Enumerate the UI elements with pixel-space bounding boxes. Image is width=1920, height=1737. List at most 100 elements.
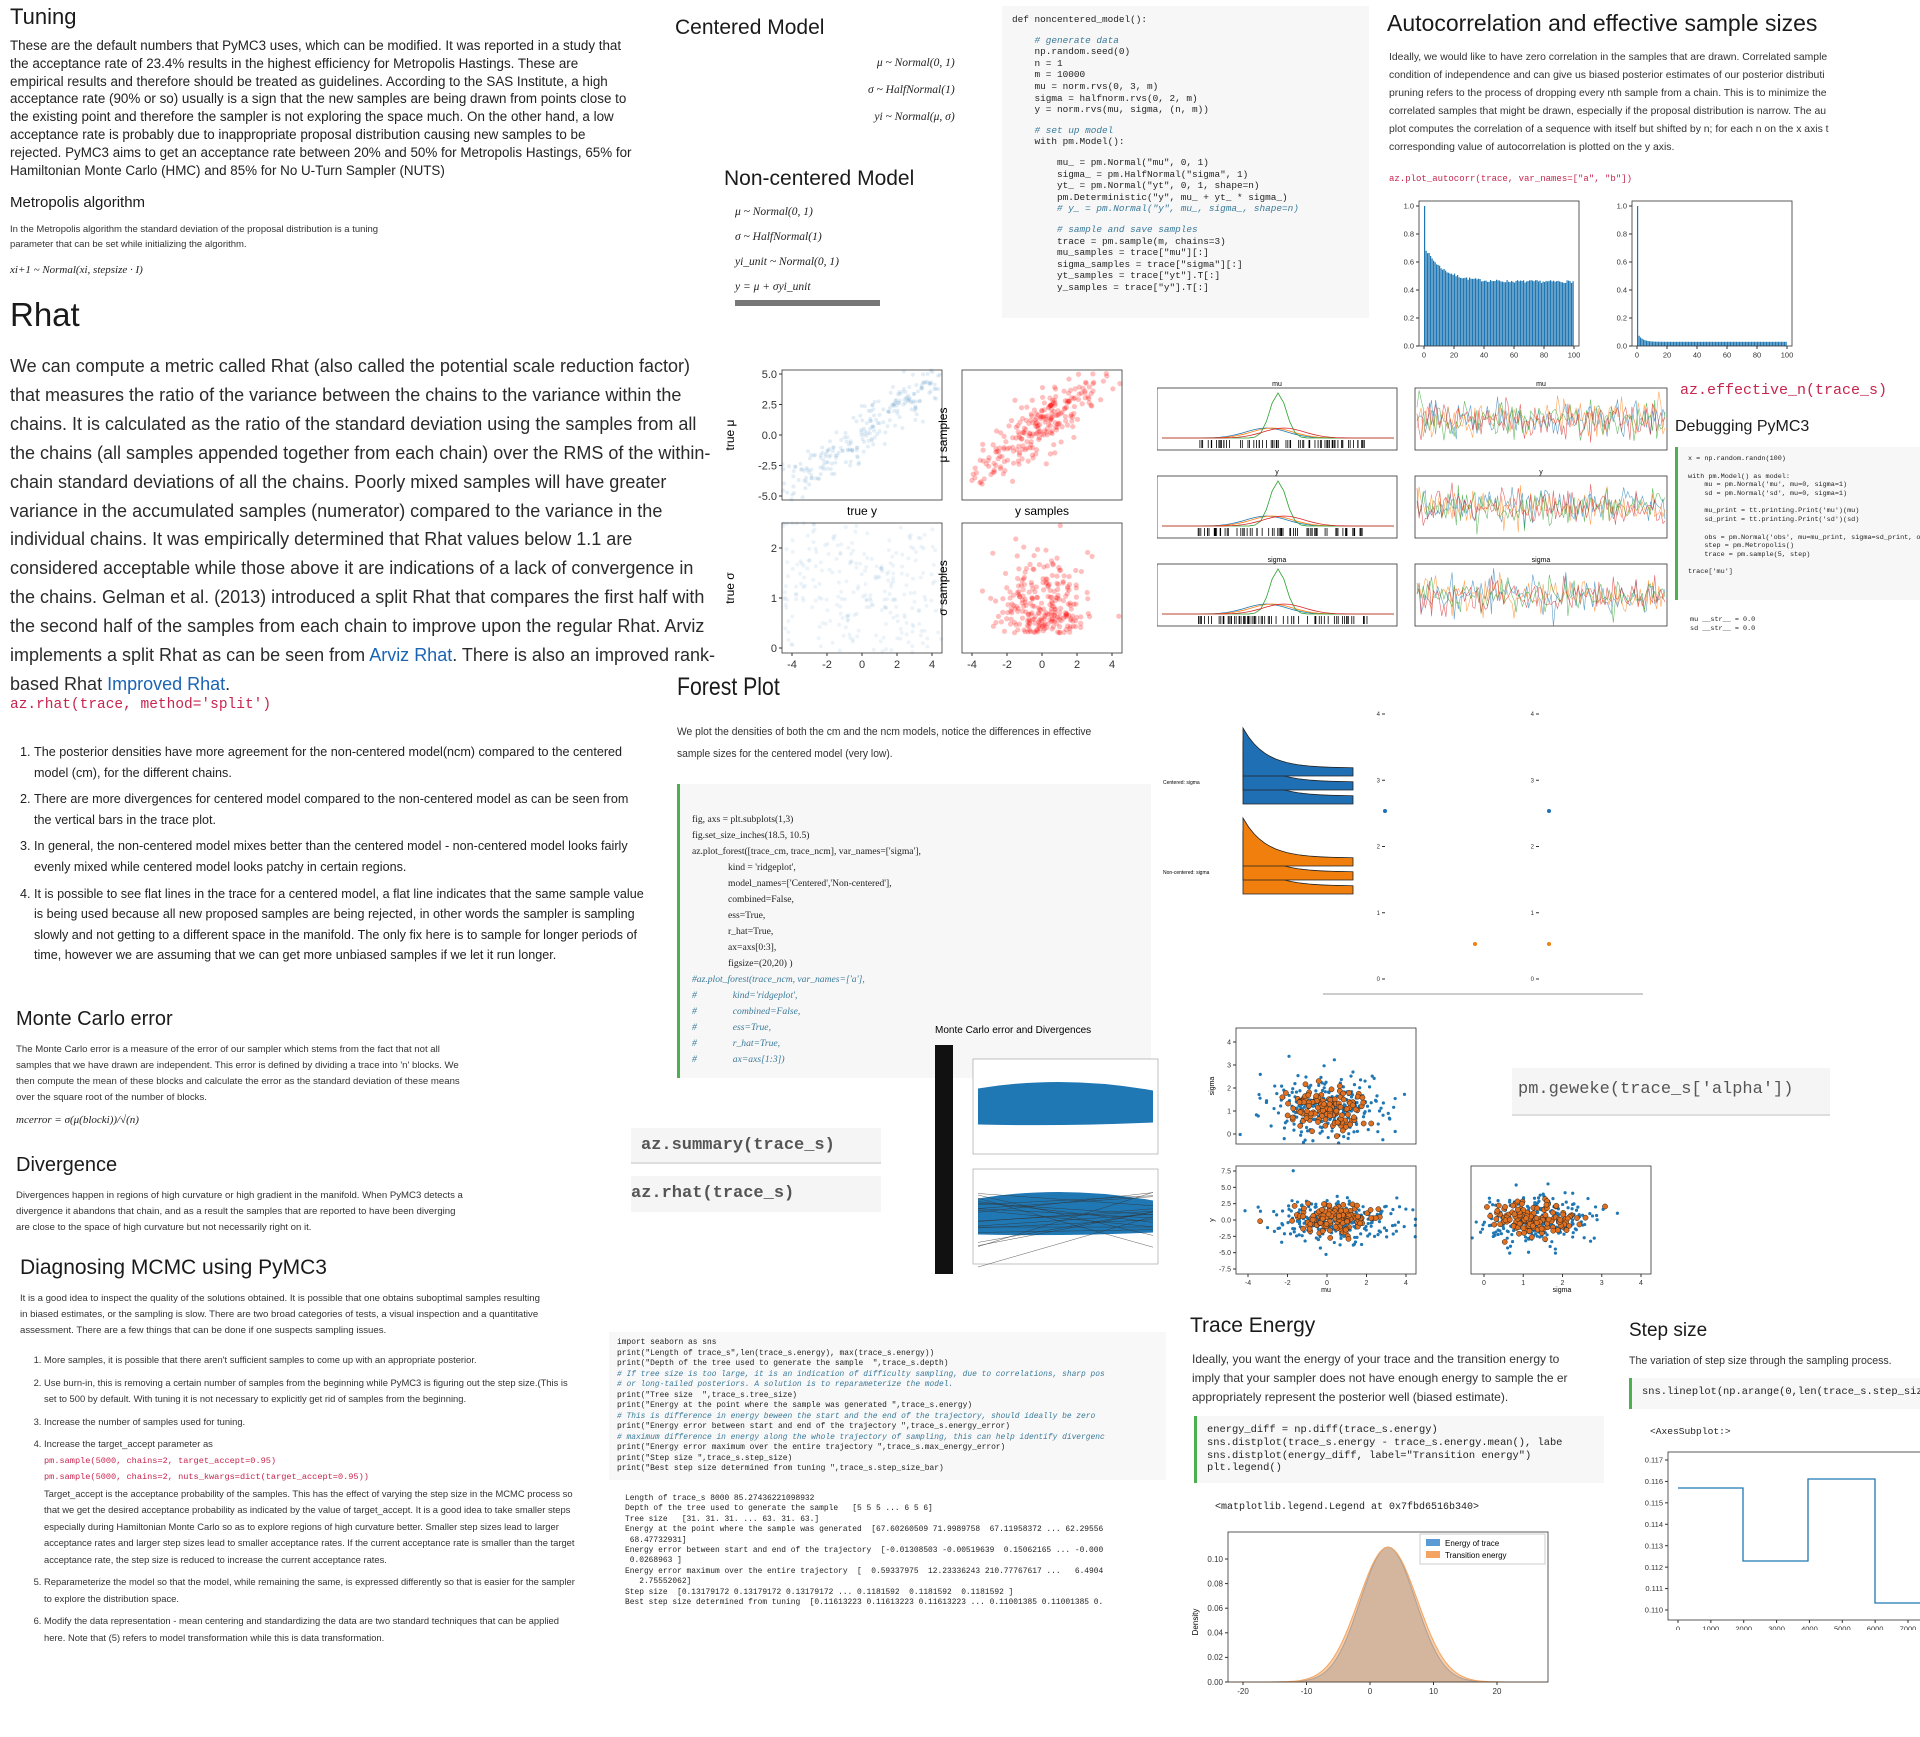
scatter-dot — [1292, 1122, 1296, 1126]
axis-label: sigma — [1553, 1287, 1572, 1294]
list-item: Reparameterize the model so that the mod… — [44, 1574, 579, 1607]
scatter-dot — [1297, 1233, 1301, 1237]
scatter-dot — [904, 396, 909, 401]
scatter-dot — [1045, 421, 1052, 428]
legend-swatch — [1426, 1551, 1440, 1558]
autocorr-bar — [1508, 281, 1510, 346]
scatter-dot — [829, 461, 834, 466]
scatter-dot — [1043, 429, 1050, 435]
autocorr-bar — [1562, 282, 1564, 346]
scatter-dot — [846, 448, 851, 453]
scatter-dot — [986, 454, 992, 461]
scatter-dot — [970, 471, 976, 477]
scatter-dot — [1370, 1074, 1374, 1078]
y-tick-label: 0.08 — [1207, 1579, 1223, 1588]
divergent-dot — [1344, 1218, 1350, 1225]
divergence-line — [977, 1213, 1154, 1227]
autocorr-bar — [1779, 341, 1781, 346]
scatter-dot — [1044, 426, 1050, 432]
line: # or long-tailed posteriors. A solution … — [617, 1380, 954, 1389]
scatter-dot — [906, 398, 911, 403]
scatter-dot — [1058, 567, 1064, 573]
scatter-dot — [1030, 420, 1036, 426]
scatter-dot — [904, 632, 909, 637]
step-line — [1678, 1478, 1920, 1604]
scatter-dot — [1010, 435, 1016, 441]
scatter-dot — [1036, 562, 1042, 568]
scatter-dot — [1034, 594, 1040, 601]
autocorr-bar — [1712, 341, 1714, 346]
scatter-dot — [869, 602, 874, 607]
line: # ax=axs[1:3]) — [692, 1054, 785, 1065]
autocorr-bar — [1641, 338, 1643, 346]
scatter-dot — [874, 417, 879, 422]
scatter-dot — [1393, 1223, 1397, 1227]
scatter-dot — [875, 432, 880, 437]
heading: Autocorrelation and effective sample siz… — [1387, 10, 1818, 36]
autocorr-bar — [1526, 281, 1528, 346]
scatter-dot — [911, 392, 916, 397]
scatter-dot — [1071, 434, 1077, 441]
scatter-dot — [916, 609, 921, 614]
scatter-dot — [875, 421, 880, 426]
scatter-dot — [1057, 616, 1063, 623]
scatter-dot — [1034, 627, 1040, 633]
scatter-dot — [1051, 612, 1057, 618]
scatter-dot — [825, 466, 830, 471]
scatter-dot — [1016, 591, 1022, 598]
scatter-dot — [865, 444, 870, 449]
scatter-dot — [1272, 1106, 1276, 1111]
scatter-dot — [1052, 606, 1059, 612]
autocorr-bar — [1671, 341, 1673, 346]
scatter-dot — [1059, 409, 1065, 416]
scatter-dot — [848, 459, 853, 464]
scatter-dot — [785, 560, 790, 565]
link[interactable]: Improved Rhat — [107, 673, 226, 694]
scatter-dot — [835, 453, 840, 458]
scatter-dot — [1066, 398, 1072, 405]
scatter-dot — [932, 395, 937, 400]
link[interactable]: Arviz Rhat — [369, 645, 453, 666]
divergent-dot — [1326, 1101, 1333, 1108]
scatter-dot — [1570, 1220, 1574, 1224]
code-line: obs = pm.Normal('obs', mu=mu_print, sigm… — [1704, 533, 1920, 542]
autocorr-bar — [1505, 282, 1507, 346]
autocorr-bar — [1683, 341, 1685, 346]
x-tick-label: 0 — [1325, 1280, 1329, 1287]
scatter-dot — [1038, 414, 1044, 420]
scatter-dot — [1044, 413, 1050, 419]
scatter-dot — [881, 635, 886, 640]
scatter-dot — [807, 456, 812, 461]
divergent-dot — [1516, 1230, 1522, 1237]
x-tick-label: 0 — [1368, 1687, 1373, 1696]
scatter-dot — [851, 415, 856, 420]
scatter-dot — [879, 566, 884, 571]
text: Increase the target_accept parameter as — [44, 1438, 213, 1449]
scatter-dot — [1033, 431, 1039, 437]
code: pm.sample(5000, chains=2, target_accept=… — [44, 1455, 277, 1466]
scatter-dot — [876, 399, 881, 404]
scatter-dot — [1381, 1101, 1385, 1105]
autocorr-bar — [1743, 341, 1745, 346]
scatter-dot — [814, 549, 819, 554]
scatter-dot — [851, 590, 856, 595]
scatter-dot — [1042, 428, 1048, 434]
trace-line — [1416, 571, 1666, 619]
scatter-dot — [1042, 612, 1048, 618]
scatter-dot — [836, 450, 841, 455]
code-line: n = 1 — [1012, 57, 1063, 69]
scatter-dot — [1536, 1210, 1540, 1214]
scatter-dot — [906, 556, 911, 561]
scatter-dot — [1291, 1227, 1295, 1231]
divergent-dot — [1516, 1220, 1523, 1227]
divergence-line — [977, 1194, 1154, 1236]
scatter-dot — [919, 628, 924, 633]
line: # kind='ridgeplot', — [692, 990, 798, 1001]
scatter-dot — [1318, 1125, 1322, 1129]
scatter-dot — [1276, 1226, 1280, 1231]
scatter-dot — [817, 476, 822, 481]
scatter-dot — [1048, 606, 1054, 612]
scatter-dot — [990, 469, 996, 475]
divergent-dot — [1325, 1211, 1332, 1218]
scatter-dot — [1352, 1242, 1356, 1246]
